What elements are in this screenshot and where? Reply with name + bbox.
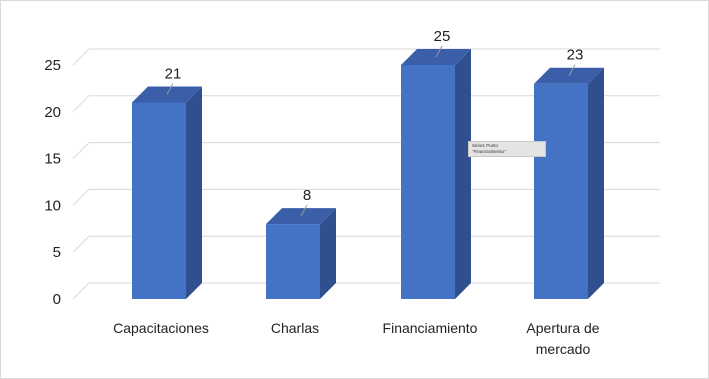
bar [266, 224, 320, 299]
data-point-tooltip: Serie1 Punto "Financiamiento" [468, 141, 546, 157]
x-category-label-line: Capacitaciones [113, 320, 209, 336]
y-tick-label: 20 [44, 104, 61, 121]
data-label: 23 [567, 47, 584, 64]
x-category-label: Charlas [271, 320, 319, 336]
gridline-side [72, 95, 90, 113]
y-tick-label: 5 [53, 244, 61, 261]
tooltip-line-point: "Financiamiento" [472, 148, 506, 154]
x-category-label-line: Apertura de [526, 320, 599, 336]
bar-layer [132, 49, 604, 299]
bar-side [186, 86, 202, 299]
gridline-side [72, 282, 90, 300]
data-label: 25 [434, 28, 451, 45]
y-axis-ticks: 0 5 10 15 20 25 [44, 57, 61, 308]
y-tick-label: 10 [44, 197, 61, 214]
data-label-leader [568, 64, 576, 76]
bar-side [320, 208, 336, 299]
data-label-leader [166, 83, 174, 95]
data-label: 8 [303, 187, 311, 204]
gridline-side [72, 142, 90, 159]
x-category-label: Capacitaciones [113, 320, 209, 336]
x-category-label: Apertura de mercado [526, 320, 599, 357]
x-category-label-line: Financiamiento [383, 320, 478, 336]
data-label: 21 [165, 65, 182, 82]
x-axis-categories: Capacitaciones Charlas Financiamiento Apert… [113, 320, 600, 357]
gridline-side [72, 189, 90, 206]
gridline-side [72, 235, 90, 253]
y-tick-label: 0 [53, 291, 61, 308]
x-category-label-line: mercado [536, 341, 591, 357]
bar-side [588, 67, 604, 299]
tooltip-line-series: Serie1 Punto [472, 143, 499, 148]
bar [534, 83, 588, 299]
bar [132, 102, 186, 299]
bar [401, 65, 455, 299]
gridline-side [72, 48, 90, 66]
y-tick-label: 15 [44, 151, 61, 168]
bar-side [455, 49, 471, 299]
x-category-label: Financiamiento [383, 320, 478, 336]
x-category-label-line: Charlas [271, 320, 319, 336]
data-label-leader [435, 45, 443, 58]
y-tick-label: 25 [44, 57, 61, 74]
data-label-leader [300, 204, 308, 217]
data-label-layer: 21 8 25 23 [165, 28, 584, 217]
